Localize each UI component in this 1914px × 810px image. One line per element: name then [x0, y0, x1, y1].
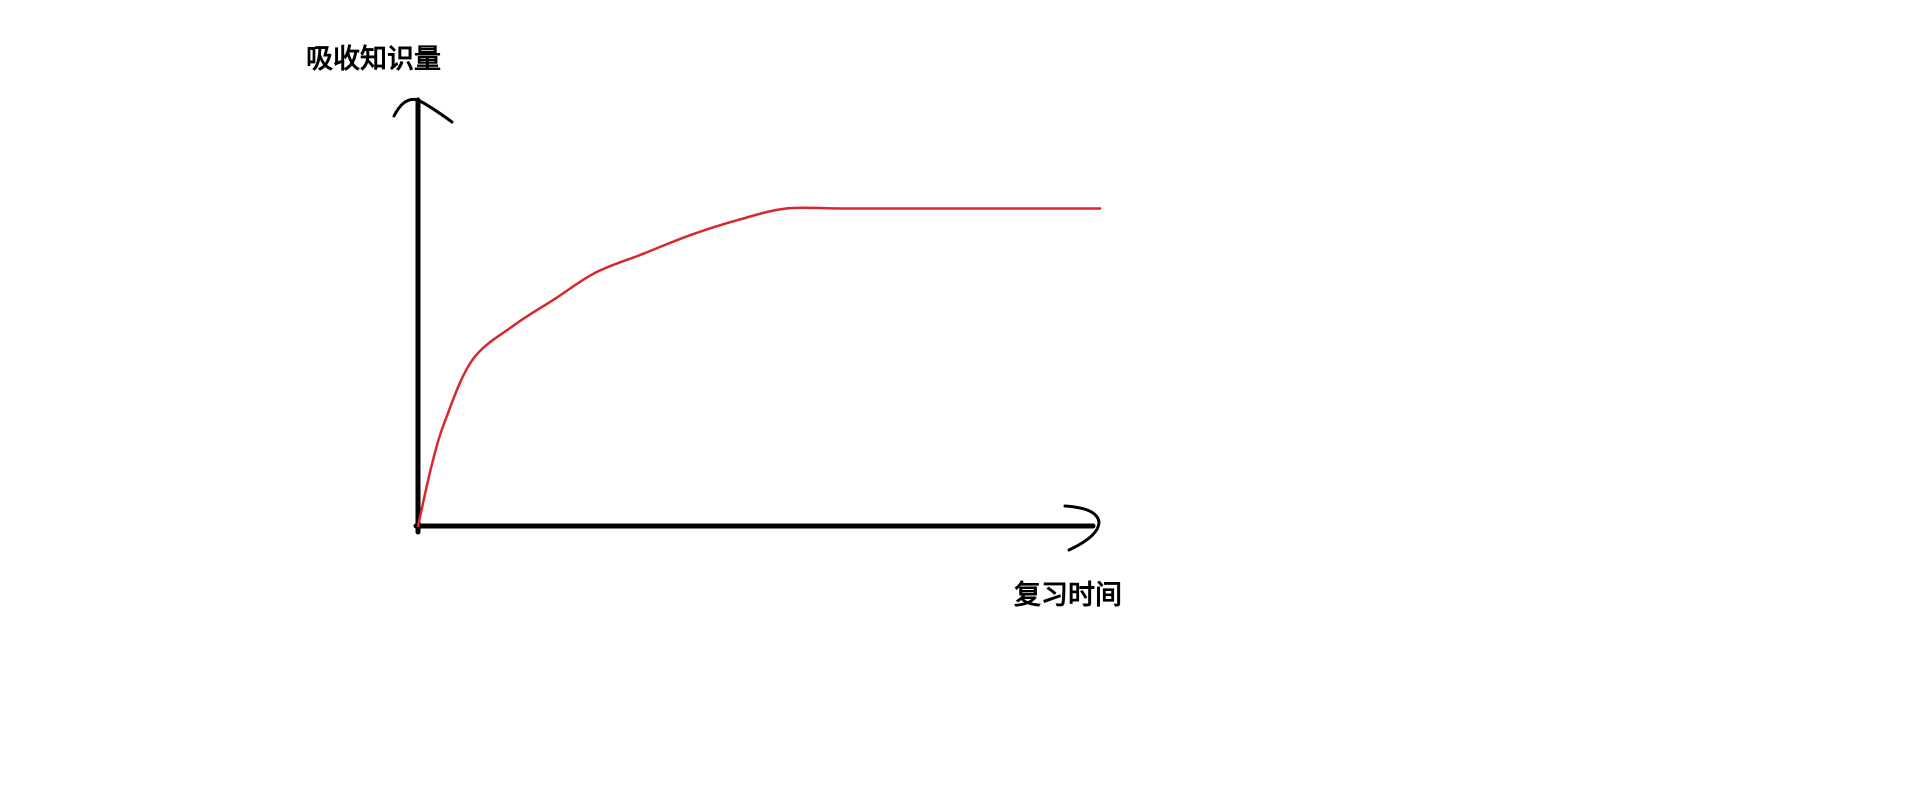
series-0-point-3 [471, 358, 474, 361]
series-layer [416, 206, 1102, 528]
series-0-point-1 [430, 464, 433, 467]
series-0-point-14 [1098, 207, 1102, 210]
x-axis-arrow-icon [1063, 504, 1101, 552]
series-0-point-8 [689, 233, 692, 237]
series-0-point-2 [444, 418, 447, 422]
y-axis-label: 吸收知识量 [306, 44, 441, 75]
chart-axes [392, 97, 1101, 552]
series-0-point-7 [641, 252, 645, 256]
series-0-point-10 [785, 207, 788, 210]
x-axis-label: 复习时间 [1014, 580, 1122, 611]
series-line-0 [416, 206, 1102, 528]
series-0-point-6 [594, 271, 597, 274]
series-0-point-13 [996, 207, 999, 210]
series-0-point-0 [416, 524, 420, 528]
y-axis-arrow-icon [392, 97, 454, 124]
series-0-point-12 [907, 207, 911, 210]
series-0-point-4 [512, 324, 515, 327]
series-0-point-5 [553, 298, 556, 301]
series-0-point-9 [737, 218, 740, 222]
series-0-point-11 [839, 207, 843, 210]
